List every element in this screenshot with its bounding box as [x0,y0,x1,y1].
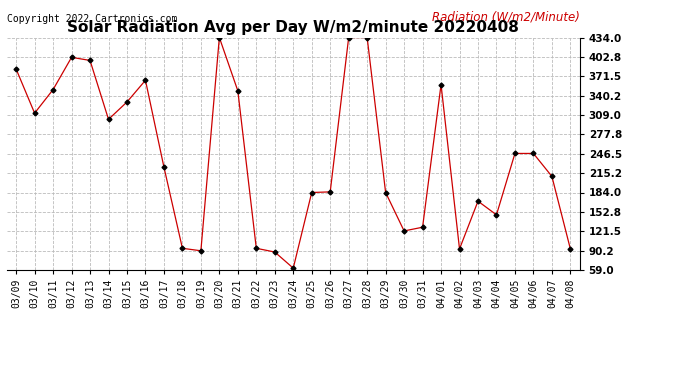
Title: Solar Radiation Avg per Day W/m2/minute 20220408: Solar Radiation Avg per Day W/m2/minute … [68,20,519,35]
Text: Radiation (W/m2/Minute): Radiation (W/m2/Minute) [432,10,580,24]
Text: Copyright 2022 Cartronics.com: Copyright 2022 Cartronics.com [7,13,177,24]
